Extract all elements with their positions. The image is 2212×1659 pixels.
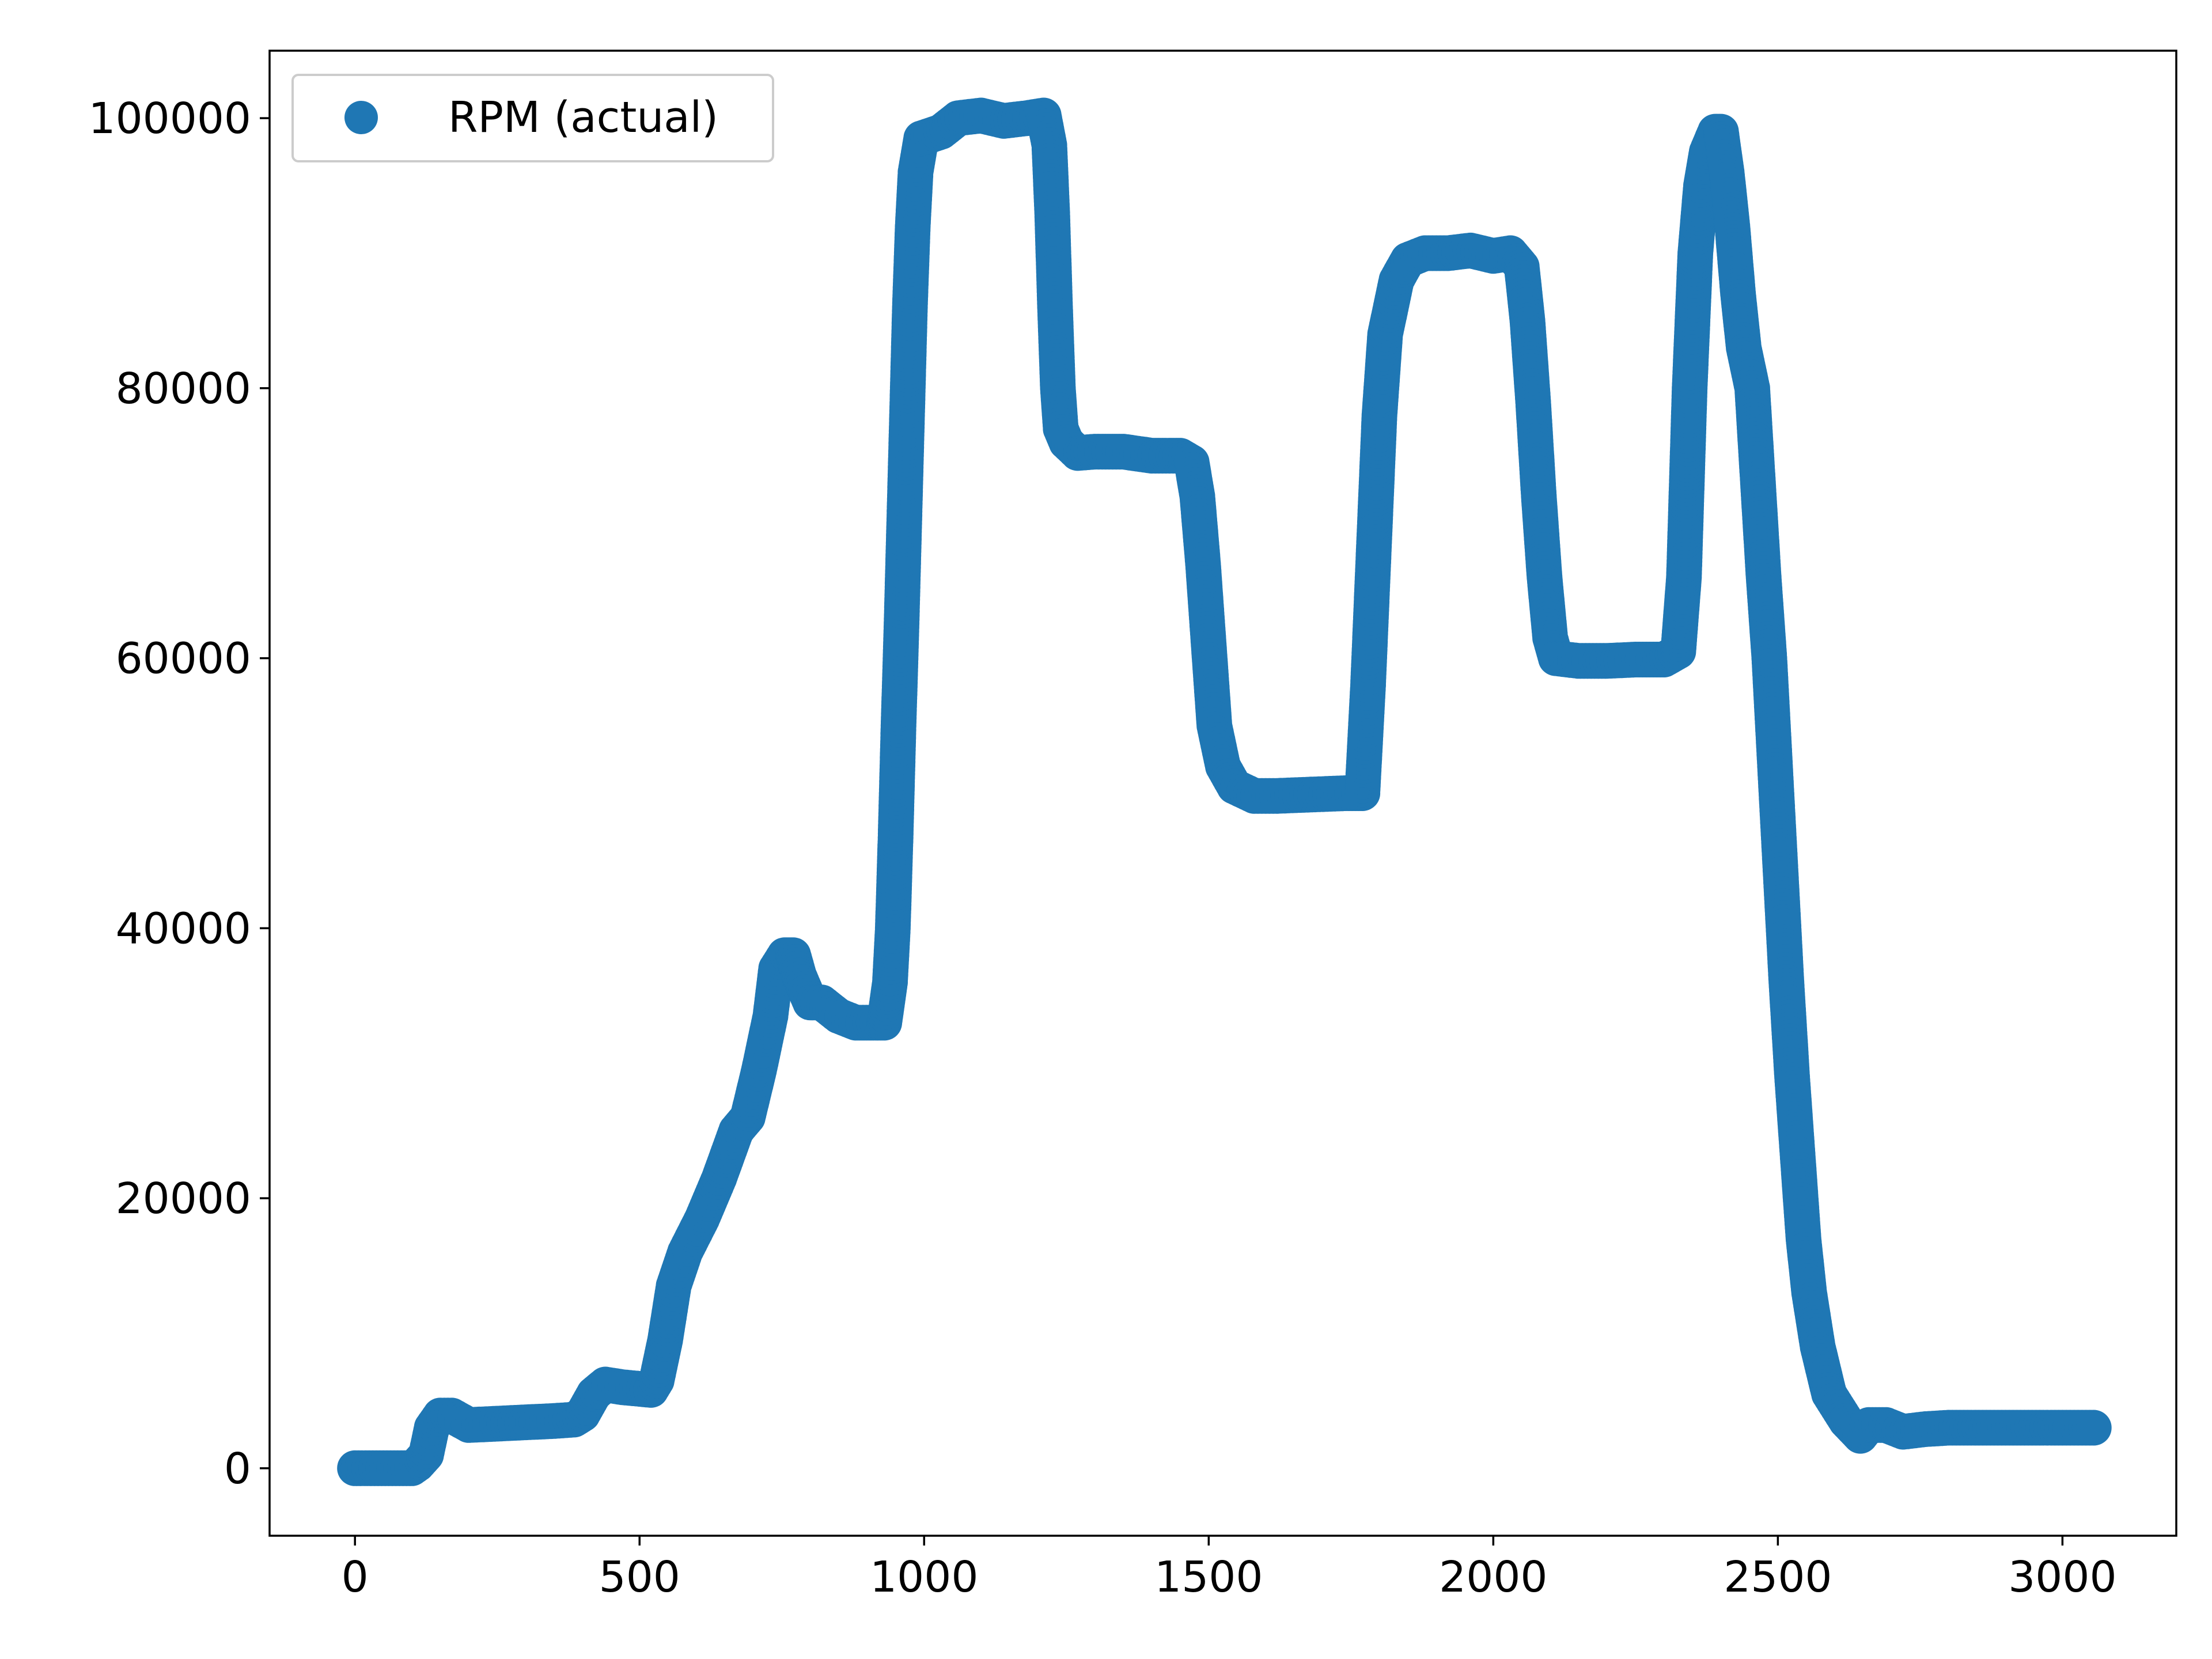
data-layer xyxy=(337,97,2112,1486)
y-tick-label: 0 xyxy=(224,1444,251,1494)
x-tick-label: 0 xyxy=(342,1552,369,1602)
y-tick-label: 40000 xyxy=(116,904,251,953)
legend-label: RPM (actual) xyxy=(448,93,718,142)
x-tick-label: 2500 xyxy=(1724,1552,1832,1602)
x-tick-label: 3000 xyxy=(2008,1552,2116,1602)
data-point xyxy=(2075,1410,2112,1446)
x-tick-label: 500 xyxy=(599,1552,680,1602)
y-tick-label: 80000 xyxy=(116,364,251,414)
x-tick-label: 1000 xyxy=(870,1552,978,1602)
legend: RPM (actual) xyxy=(291,74,774,162)
y-tick-label: 60000 xyxy=(116,634,251,684)
y-tick-label: 20000 xyxy=(116,1174,251,1224)
y-tick-label: 100000 xyxy=(89,94,252,143)
x-tick-label: 2000 xyxy=(1439,1552,1547,1602)
legend-marker xyxy=(344,101,378,134)
axes-layer: 0 500 1000 1500 2000 2500 3000 0 20000 40000 60000… xyxy=(89,50,2177,1602)
legend-box xyxy=(291,74,774,162)
x-tick-label: 1500 xyxy=(1154,1552,1263,1602)
plot-frame xyxy=(268,50,2177,1537)
